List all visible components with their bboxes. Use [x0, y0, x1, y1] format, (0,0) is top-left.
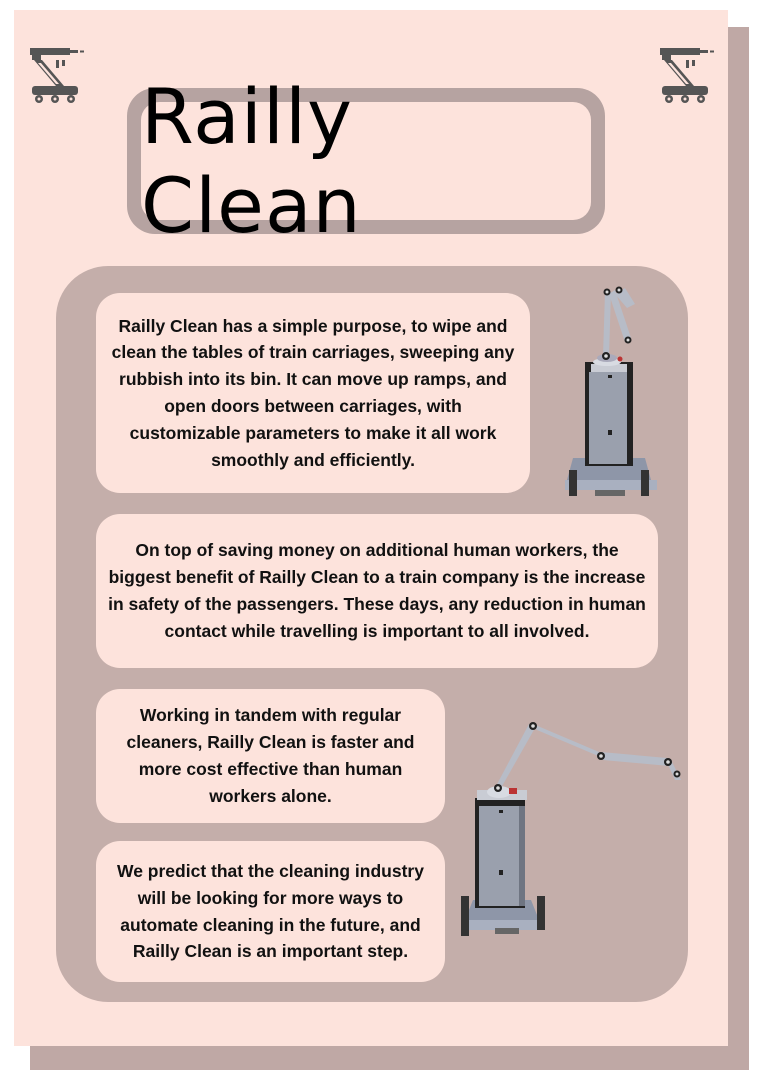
robot-upright-image — [565, 286, 657, 496]
page-title: Railly Clean — [141, 72, 362, 250]
benefit-paragraph: On top of saving money on additional hum… — [108, 540, 646, 641]
tandem-paragraph: Working in tandem with regular cleaners,… — [126, 705, 415, 806]
prediction-text-box: We predict that the cleaning industry wi… — [96, 841, 445, 982]
purpose-text-box: Railly Clean has a simple purpose, to wi… — [96, 293, 530, 493]
tandem-text-box: Working in tandem with regular cleaners,… — [96, 689, 445, 823]
benefit-text-box: On top of saving money on additional hum… — [96, 514, 658, 668]
robot-extended-image — [461, 722, 681, 936]
robot-arm-cart-icon — [660, 48, 714, 103]
title-box: Railly Clean — [141, 72, 591, 250]
robot-arm-cart-icon — [30, 48, 84, 103]
purpose-paragraph: Railly Clean has a simple purpose, to wi… — [111, 315, 515, 470]
prediction-paragraph: We predict that the cleaning industry wi… — [117, 860, 424, 962]
